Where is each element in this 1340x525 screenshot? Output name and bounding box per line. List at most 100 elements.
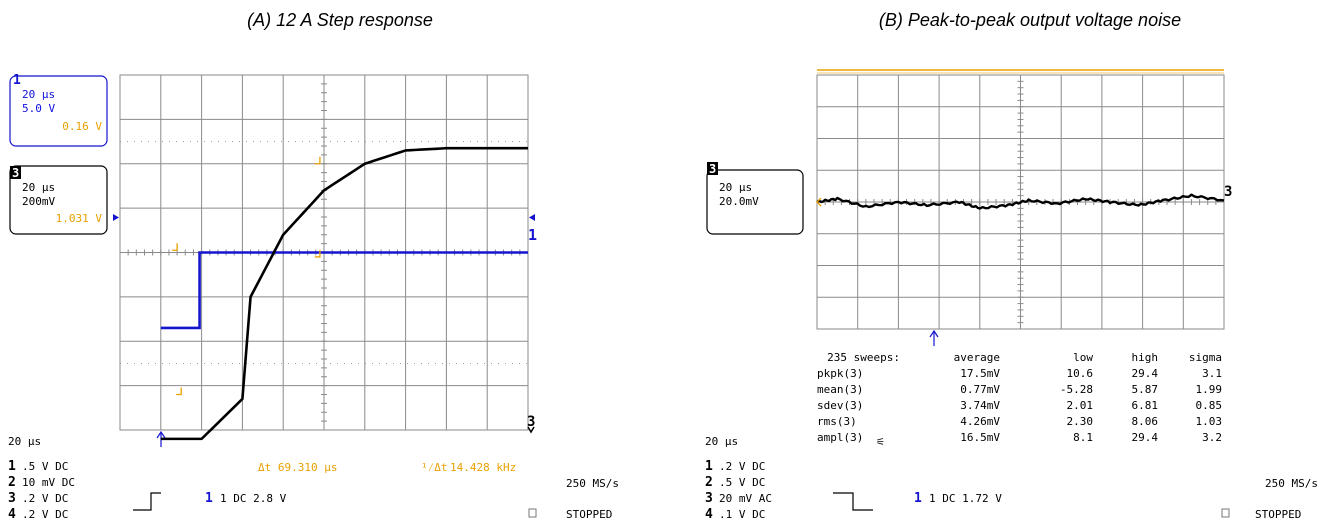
panel-b-stat-sigma: 3.2	[1202, 431, 1222, 444]
panel-a-ch1-trace	[160, 251, 528, 330]
panel-b-channel-list: 1 .2 V DC 2 .5 V DC 3 20 mV AC 4 .1 V DC	[705, 459, 772, 522]
panel-a-title: (A) 12 A Step response	[247, 10, 433, 30]
panel-b-stat-sigma: 1.99	[1196, 383, 1223, 396]
panel-b-title: (B) Peak-to-peak output voltage noise	[879, 10, 1181, 30]
panel-b-stat-sigma: 3.1	[1202, 367, 1222, 380]
panel-b-stat-average: 17.5mV	[960, 367, 1000, 380]
panel-a-ch1-settings-box[interactable]: 1 20 μs 5.0 V 0.16 V	[9, 73, 108, 147]
panel-a-trigger-edge-icon	[133, 492, 161, 511]
panel-a-ch1-marker: 1	[528, 226, 537, 244]
panel-b-channel-setting: .5 V DC	[719, 476, 765, 489]
panel-a-channel-number: 2	[8, 475, 16, 490]
panel-a-cursor-mark	[176, 387, 182, 396]
panel-b-status: STOPPED	[1255, 508, 1301, 521]
panel-b-stat-name: pkpk(3)	[817, 367, 863, 380]
panel-a-traces	[160, 146, 528, 441]
panel-b-header-low: low	[1073, 351, 1093, 364]
panel-b-channel-number: 4	[705, 507, 713, 522]
panel-b-stat-name: rms(3)	[817, 415, 857, 428]
panel-b-stat-sigma: 0.85	[1196, 399, 1223, 412]
panel-b-channel-setting: .1 V DC	[719, 508, 765, 521]
panel-a-cursor-mark	[314, 156, 321, 165]
panel-a-ch3-trace	[160, 146, 528, 441]
panel-a-channel-number: 3	[8, 491, 16, 506]
panel-b-channel-setting: .2 V DC	[719, 460, 765, 473]
panel-a-ch3-box-tag: 3	[12, 166, 19, 180]
panel-a-timebase: 20 μs	[8, 435, 41, 448]
panel-b-stat-high: 5.87	[1132, 383, 1159, 396]
panel-b-stat-sigma: 1.03	[1196, 415, 1223, 428]
panel-b-stat-low: 10.6	[1067, 367, 1094, 380]
svg-text:1: 1	[914, 491, 922, 506]
panel-a-ch3-box-offset: 1.031 V	[56, 212, 103, 225]
panel-a-sample-rate: 250 MS/s	[566, 477, 619, 490]
panel-b-stat-low: 2.01	[1067, 399, 1094, 412]
panel-a-channel-setting: .5 V DC	[22, 460, 68, 473]
panel-a-cursor-mark	[314, 249, 321, 258]
panel-b-timebase: 20 μs	[705, 435, 738, 448]
panel-a-status-square-icon	[528, 508, 537, 518]
panel-a-ch3-marker-arrow-icon	[527, 426, 535, 434]
panel-b-status-square-icon	[1221, 508, 1230, 518]
panel-a-inv-dt: 14.428 kHz	[450, 461, 516, 474]
panel-b-stat-high: 29.4	[1132, 431, 1159, 444]
panel-a-ch1-left-arrow-icon	[113, 214, 119, 221]
panel-b-ch3-trace	[816, 193, 1225, 210]
panel-a-channel-number: 4	[8, 507, 16, 522]
panel-a-channel-setting: .2 V DC	[22, 508, 68, 521]
panel-b-cursor-mark	[816, 197, 822, 207]
panel-a-channel-list: 1 .5 V DC 2 10 mV DC 3 .2 V DC 4 .2 V DC	[8, 459, 75, 522]
panel-b-traces	[816, 193, 1225, 210]
panel-a-ch3-marker: 3	[527, 414, 535, 430]
panel-b-channel-number: 1	[705, 459, 713, 474]
panel-a-ch3-settings-box[interactable]: 3 20 μs 200mV 1.031 V	[9, 165, 108, 235]
panel-b-stat-average: 4.26mV	[960, 415, 1000, 428]
panel-b-stat-average: 0.77mV	[960, 383, 1000, 396]
panel-b-stat-low: -5.28	[1060, 383, 1093, 396]
panel-b-channel-number: 2	[705, 475, 713, 490]
panel-b-stat-average: 16.5mV	[960, 431, 1000, 444]
panel-b-stat-name: mean(3)	[817, 383, 863, 396]
panel-a-inv-dt-symbol: ¹⁄Δt	[421, 461, 447, 474]
panel-b-sample-rate: 250 MS/s	[1265, 477, 1318, 490]
panel-b-ampl-note-icon: ⚟	[876, 437, 885, 448]
panel-a-delta-t: Δt 69.310 μs	[258, 461, 337, 474]
svg-text:1: 1	[205, 491, 213, 506]
panel-b-trigger-readout: 1 DC 1.72 V	[929, 492, 1002, 505]
panel-a-channel-setting: .2 V DC	[22, 492, 68, 505]
panel-b-header-average: average	[954, 351, 1000, 364]
panel-b-ch3-settings-box[interactable]: 3 20 μs 20.0mV	[706, 162, 804, 235]
panel-a-channel-number: 1	[8, 459, 16, 474]
panel-b-stat-average: 3.74mV	[960, 399, 1000, 412]
panel-b-channel-setting: 20 mV AC	[719, 492, 772, 505]
panel-a-ch1-box-volts: 5.0 V	[22, 102, 55, 115]
panel-b-ch3-box-tag: 3	[709, 162, 716, 176]
panel-b-channel-number: 3	[705, 491, 713, 506]
panel-b-measurement-table: 235 sweeps: average low high sigma pkpk(…	[817, 351, 1222, 444]
panel-b-stat-high: 6.81	[1132, 399, 1159, 412]
panel-a-trigger-readout: 1 DC 2.8 V	[220, 492, 287, 505]
panel-b-stat-low: 2.30	[1067, 415, 1094, 428]
panel-a-ch1-box-tag: 1	[13, 73, 21, 88]
panel-b-stat-high: 8.06	[1132, 415, 1159, 428]
panel-b-stat-name: sdev(3)	[817, 399, 863, 412]
panel-b-header-sigma: sigma	[1189, 351, 1222, 364]
panel-a-channel-setting: 10 mV DC	[22, 476, 75, 489]
panel-b-stat-high: 29.4	[1132, 367, 1159, 380]
panel-b-trigger-position-arrow-icon	[929, 329, 939, 346]
panel-b-trigger-edge-icon	[833, 492, 873, 511]
panel-b-header-high: high	[1132, 351, 1159, 364]
panel-a-ch3-box-volts: 200mV	[22, 195, 55, 208]
panel-a-ch1-box-offset: 0.16 V	[62, 120, 102, 133]
panel-b-ch3-box-volts: 20.0mV	[719, 195, 759, 208]
panel-a-ch1-box-timebase: 20 μs	[22, 88, 55, 101]
panel-b-stat-low: 8.1	[1073, 431, 1093, 444]
panel-a-cursor-mark	[172, 243, 178, 251]
panel-b-ch3-box-timebase: 20 μs	[719, 181, 752, 194]
panel-b-stat-name: ampl(3)	[817, 431, 863, 444]
panel-b-sweeps-label: 235 sweeps:	[827, 351, 900, 364]
panel-a-ch3-box-timebase: 20 μs	[22, 181, 55, 194]
panel-a-ch1-right-arrow-icon	[529, 214, 535, 221]
panel-b-ch3-marker: 3	[1224, 184, 1232, 200]
